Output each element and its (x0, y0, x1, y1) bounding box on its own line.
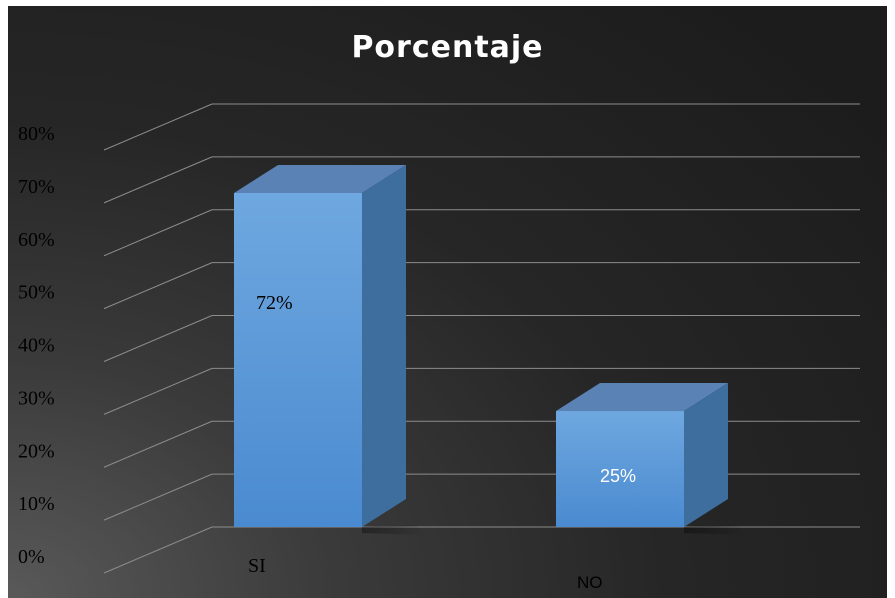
bar-top-face (556, 383, 728, 412)
y-tick-label: 10% (18, 493, 55, 515)
y-tick-label: 30% (18, 387, 55, 409)
bar-side-face (684, 383, 728, 527)
bar-shadow (684, 525, 748, 535)
y-tick-label: 70% (18, 176, 55, 198)
bar-top-face (234, 165, 406, 193)
y-tick-label: 60% (18, 229, 55, 251)
bar-front-face (556, 411, 684, 527)
gridline-side (103, 526, 213, 574)
category-labels: SI NO (248, 555, 603, 592)
bar-front-face (234, 193, 362, 527)
gridline-side (103, 103, 213, 151)
gridline-side (103, 156, 213, 204)
y-tick-label: 80% (18, 123, 55, 145)
category-label: NO (577, 573, 603, 592)
gridline-side (103, 315, 213, 362)
gridline-side (103, 420, 213, 468)
y-tick-label: 50% (18, 282, 55, 304)
bar-side-face (362, 165, 406, 527)
y-tick-label: 0% (18, 546, 45, 568)
chart-title: Porcentaje (351, 30, 544, 65)
bar-shadow (362, 525, 426, 535)
y-tick-label: 20% (18, 440, 55, 462)
data-labels: 72% 25% (256, 292, 636, 486)
bars (234, 165, 748, 535)
chart-area (8, 6, 887, 598)
gridline-side (103, 262, 213, 310)
gridlines (103, 103, 860, 574)
gridline-side (103, 473, 213, 521)
data-label: 72% (256, 292, 293, 314)
data-label: 25% (600, 466, 636, 486)
category-label: SI (248, 555, 266, 577)
y-axis-ticks: 0% 10% 20% 30% 40% 50% 60% 70% 80% (18, 123, 55, 568)
y-tick-label: 40% (18, 335, 55, 357)
gridline-side (103, 367, 213, 415)
gridline-side (103, 209, 213, 257)
